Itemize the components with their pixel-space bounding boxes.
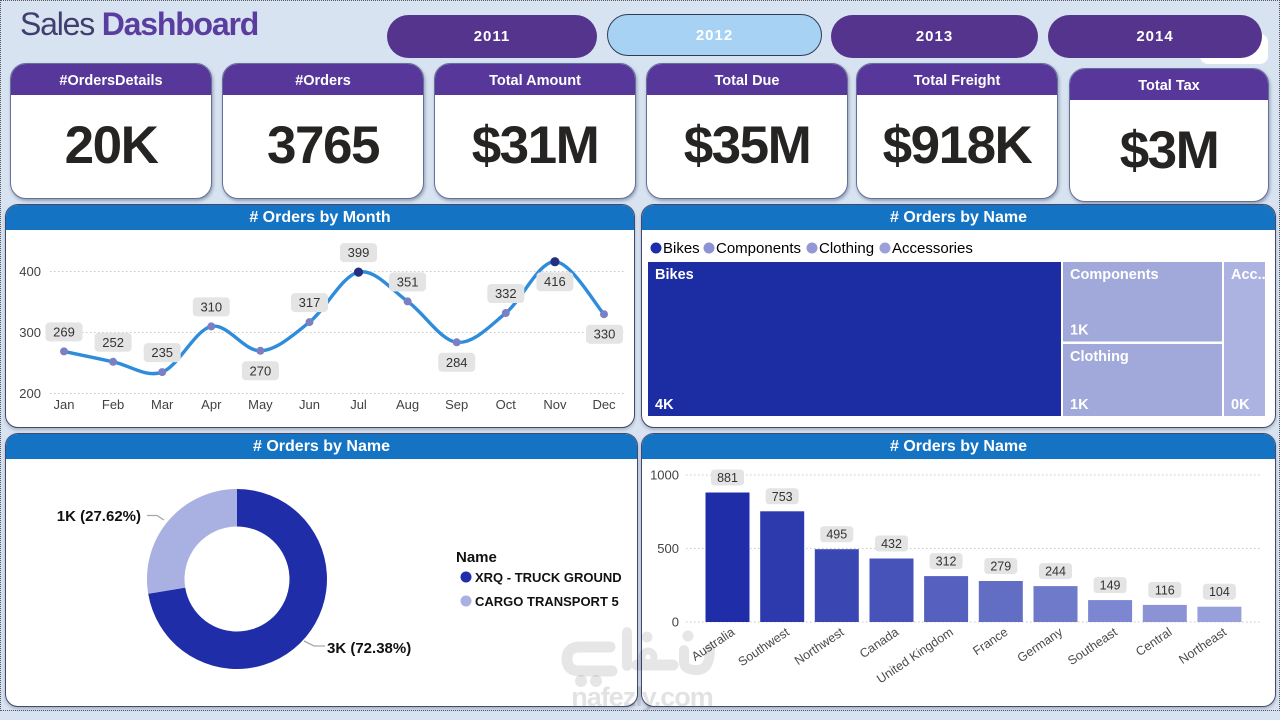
svg-text:Oct: Oct	[496, 397, 517, 412]
svg-text:Dec: Dec	[592, 397, 616, 412]
svg-text:Jun: Jun	[299, 397, 320, 412]
svg-text:400: 400	[19, 264, 41, 279]
svg-text:Northeast: Northeast	[1176, 625, 1229, 667]
svg-text:753: 753	[772, 490, 793, 504]
svg-text:500: 500	[657, 541, 679, 556]
svg-text:Sep: Sep	[445, 397, 468, 412]
svg-text:Jul: Jul	[350, 397, 367, 412]
svg-text:Northwest: Northwest	[792, 625, 847, 668]
svg-text:284: 284	[446, 355, 468, 370]
svg-text:252: 252	[102, 335, 124, 350]
svg-text:495: 495	[826, 528, 847, 542]
svg-text:Components: Components	[716, 240, 801, 257]
svg-text:Apr: Apr	[201, 397, 222, 412]
svg-text:269: 269	[53, 324, 75, 339]
svg-text:432: 432	[881, 537, 902, 551]
svg-text:France: France	[970, 625, 1010, 658]
svg-text:Canada: Canada	[857, 625, 901, 661]
svg-text:200: 200	[19, 386, 41, 401]
svg-text:Clothing: Clothing	[819, 240, 874, 257]
svg-text:XRQ - TRUCK GROUND: XRQ - TRUCK GROUND	[475, 570, 622, 585]
svg-text:Name: Name	[456, 549, 497, 566]
svg-text:330: 330	[594, 327, 616, 342]
svg-text:270: 270	[250, 363, 272, 378]
svg-text:1K: 1K	[1070, 397, 1089, 413]
svg-text:Mar: Mar	[151, 397, 174, 412]
svg-text:Clothing: Clothing	[1070, 349, 1129, 365]
svg-text:149: 149	[1100, 579, 1121, 593]
svg-text:312: 312	[936, 555, 957, 569]
svg-text:244: 244	[1045, 565, 1066, 579]
svg-text:3K (72.38%): 3K (72.38%)	[327, 640, 411, 657]
svg-text:279: 279	[990, 560, 1011, 574]
svg-text:Bikes: Bikes	[663, 240, 700, 257]
svg-text:May: May	[248, 397, 273, 412]
svg-text:Bikes: Bikes	[655, 267, 694, 283]
svg-text:116: 116	[1155, 583, 1175, 597]
svg-text:Southeast: Southeast	[1065, 625, 1120, 668]
svg-text:1K (27.62%): 1K (27.62%)	[57, 508, 141, 525]
svg-text:Acc...: Acc...	[1231, 267, 1270, 283]
svg-text:0: 0	[672, 615, 679, 630]
svg-text:317: 317	[299, 295, 321, 310]
svg-text:Feb: Feb	[102, 397, 124, 412]
svg-text:332: 332	[495, 286, 517, 301]
svg-text:4K: 4K	[655, 397, 674, 413]
svg-text:Jan: Jan	[54, 397, 75, 412]
svg-text:Nov: Nov	[543, 397, 567, 412]
svg-text:416: 416	[544, 274, 566, 289]
svg-text:Components: Components	[1070, 267, 1159, 283]
svg-text:Central: Central	[1133, 625, 1174, 659]
svg-text:104: 104	[1209, 585, 1230, 599]
svg-text:399: 399	[348, 245, 370, 260]
svg-text:0K: 0K	[1231, 397, 1250, 413]
svg-text:Aug: Aug	[396, 397, 419, 412]
svg-text:235: 235	[151, 345, 173, 360]
svg-text:CARGO TRANSPORT 5: CARGO TRANSPORT 5	[475, 594, 619, 609]
svg-text:Germany: Germany	[1015, 624, 1066, 665]
svg-text:1000: 1000	[650, 468, 679, 483]
svg-text:300: 300	[19, 325, 41, 340]
svg-text:881: 881	[717, 471, 738, 485]
svg-text:351: 351	[397, 274, 419, 289]
svg-text:310: 310	[200, 299, 222, 314]
svg-text:1K: 1K	[1070, 323, 1089, 339]
svg-text:nafezly.com: nafezly.com	[571, 682, 713, 712]
svg-text:Accessories: Accessories	[892, 240, 973, 257]
